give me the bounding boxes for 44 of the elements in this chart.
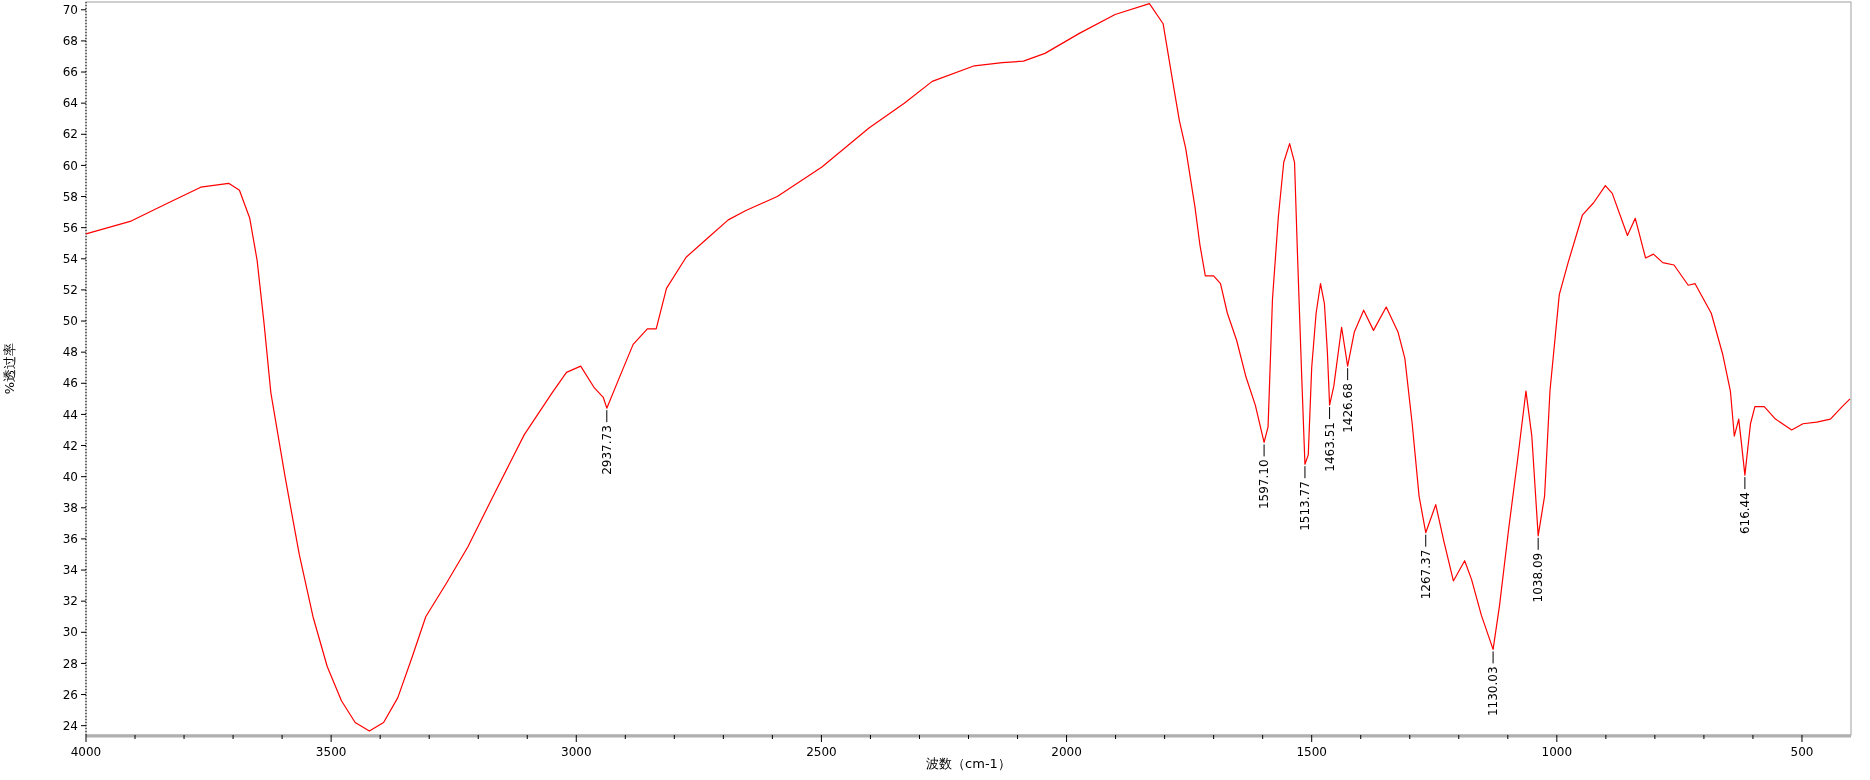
- y-tick-label: 52: [62, 283, 78, 298]
- annotation: 1038.09: [1531, 552, 1546, 603]
- x-tick-label: 1000: [1541, 745, 1573, 759]
- x-tick-label: 2000: [1051, 745, 1082, 759]
- y-tick-label: 62: [62, 127, 78, 142]
- x-axis-title: 波数（cm-1）: [926, 756, 1011, 771]
- y-tick-label: 60: [62, 158, 78, 173]
- annotation: 1426.68: [1340, 383, 1355, 433]
- y-tick-label: 46: [62, 376, 78, 391]
- y-tick-label: 24: [62, 718, 78, 733]
- annotation: 1513.77: [1297, 481, 1312, 531]
- x-tick-label: 4000: [70, 745, 102, 759]
- x-tick-label: 500: [1790, 745, 1814, 759]
- y-tick-label: 68: [62, 34, 78, 49]
- annotation: 1463.51: [1322, 422, 1337, 472]
- x-tick-label: 3500: [315, 745, 347, 759]
- y-tick-label: 48: [62, 345, 78, 360]
- y-tick-label: 66: [62, 65, 78, 80]
- y-tick-label: 32: [62, 594, 78, 609]
- annotation: 616.44: [1737, 492, 1752, 535]
- x-tick-label: 1500: [1296, 745, 1327, 759]
- y-tick-label: 40: [62, 469, 78, 484]
- y-axis-title: %透过率: [2, 342, 17, 395]
- y-tick-label: 64: [62, 96, 78, 111]
- annotation: 1267.37: [1418, 549, 1433, 600]
- y-tick-label: 30: [62, 625, 78, 640]
- x-tick-label: 3000: [561, 745, 592, 759]
- y-tick-label: 36: [62, 532, 78, 547]
- y-tick-label: 50: [62, 314, 78, 329]
- y-tick-label: 58: [62, 189, 78, 204]
- x-tick-label: 2500: [806, 745, 837, 759]
- y-tick-label: 56: [62, 220, 78, 235]
- y-tick-label: 28: [62, 656, 78, 671]
- y-tick-label: 54: [62, 251, 78, 266]
- line-series: [85, 2, 1851, 732]
- y-tick-label: 44: [62, 407, 78, 422]
- annotation: 1597.10: [1257, 459, 1272, 510]
- annotation: 1130.03: [1486, 666, 1501, 717]
- y-tick-label: 38: [62, 500, 78, 515]
- y-tick-label: 42: [62, 438, 78, 453]
- y-tick-label: 26: [62, 687, 78, 702]
- y-tick-label: 70: [62, 2, 78, 17]
- annotation: 2937.73: [599, 425, 614, 475]
- y-tick-label: 34: [62, 563, 78, 578]
